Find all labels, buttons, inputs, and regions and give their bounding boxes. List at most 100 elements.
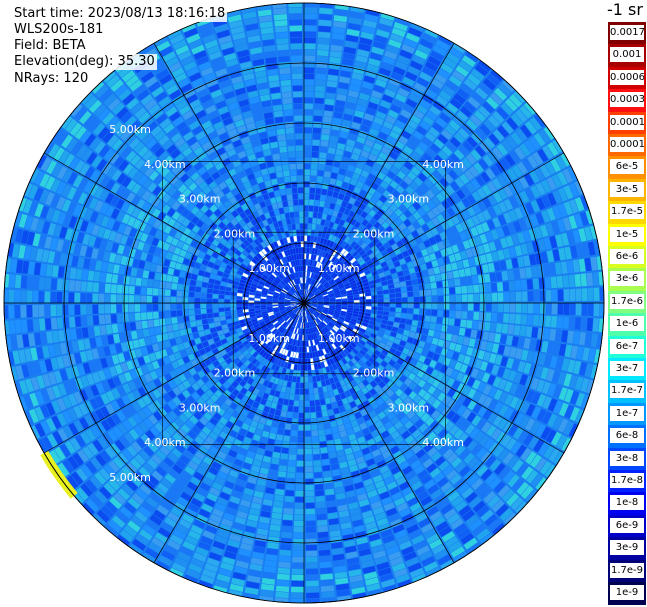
- range-gate: [415, 449, 426, 459]
- range-gate: [305, 334, 308, 341]
- range-gate: [316, 507, 327, 515]
- range-gate: [209, 343, 217, 350]
- range-gate: [350, 419, 359, 428]
- range-gate: [284, 315, 290, 321]
- range-gate: [187, 503, 200, 513]
- range-gate: [446, 410, 456, 420]
- range-gate: [555, 329, 563, 342]
- range-gate: [129, 428, 140, 440]
- range-gate: [285, 182, 291, 189]
- range-gate: [209, 487, 221, 497]
- range-gate: [122, 294, 129, 303]
- range-gate: [244, 456, 254, 465]
- range-gate: [123, 275, 130, 285]
- range-gate: [362, 322, 369, 327]
- range-gate: [233, 397, 241, 405]
- range-gate: [304, 424, 311, 431]
- range-gate: [183, 450, 194, 460]
- range-gate: [405, 557, 420, 567]
- range-gate: [73, 391, 83, 404]
- range-gate: [365, 360, 372, 368]
- range-gate: [288, 375, 293, 382]
- range-gate: [152, 304, 159, 311]
- range-gate: [289, 31, 303, 38]
- range-gate: [338, 328, 344, 334]
- range-gate: [538, 315, 546, 327]
- range-gate: [325, 325, 331, 331]
- range-gate: [196, 397, 205, 406]
- range-gate: [139, 450, 150, 461]
- range-gate: [406, 524, 420, 534]
- range-gate: [265, 338, 271, 345]
- range-gate: [314, 326, 319, 332]
- range-gate: [349, 574, 363, 583]
- range-gate: [80, 464, 93, 478]
- range-gate: [213, 585, 228, 593]
- range-gate: [347, 325, 354, 331]
- range-gate: [380, 360, 388, 368]
- range-gate: [89, 411, 100, 424]
- range-gate: [524, 418, 536, 432]
- range-gate: [332, 553, 345, 561]
- range-gate: [225, 346, 232, 353]
- range-gate: [238, 447, 248, 456]
- range-gate: [507, 324, 515, 335]
- range-gate: [285, 368, 290, 375]
- range-gate: [279, 146, 287, 153]
- range-gate: [346, 428, 354, 436]
- range-gate: [543, 328, 551, 340]
- range-gate: [146, 519, 160, 531]
- range-gate: [483, 351, 491, 362]
- range-gate: [301, 347, 304, 353]
- range-gate: [467, 400, 477, 411]
- range-gate: [316, 513, 327, 521]
- range-gate: [290, 351, 294, 358]
- range-gate: [260, 323, 266, 328]
- range-gate: [164, 311, 171, 318]
- range-gate: [186, 386, 196, 395]
- range-gate: [178, 518, 192, 529]
- range-gate: [366, 350, 374, 357]
- range-gate: [80, 375, 90, 388]
- range-gate: [379, 465, 390, 474]
- range-gate: [273, 309, 280, 313]
- range-gate: [304, 304, 307, 311]
- range-gate: [201, 393, 210, 402]
- range-gate: [300, 328, 303, 335]
- range-gate: [20, 290, 27, 303]
- range-gate: [319, 374, 325, 381]
- range-gate: [90, 425, 101, 438]
- range-gate: [381, 393, 390, 402]
- range-gate: [304, 418, 311, 425]
- range-gate: [341, 436, 349, 444]
- range-gate: [201, 319, 209, 325]
- range-gate: [304, 304, 307, 311]
- range-gate: [290, 303, 297, 306]
- range-gate: [219, 285, 226, 291]
- range-gate: [499, 508, 513, 522]
- range-gate: [177, 383, 186, 392]
- range-gate: [561, 330, 568, 343]
- range-gate: [205, 471, 216, 481]
- range-gate: [271, 421, 279, 428]
- range-gate: [24, 378, 34, 393]
- range-gate: [450, 473, 462, 485]
- range-gate: [191, 425, 201, 435]
- range-gate: [176, 297, 183, 303]
- range-gate: [482, 409, 493, 421]
- range-gate: [162, 393, 172, 403]
- range-gate: [453, 478, 466, 490]
- range-gate: [400, 313, 407, 319]
- range-gate: [111, 354, 120, 365]
- range-gate: [16, 334, 24, 349]
- range-gate: [305, 460, 313, 467]
- range-gate: [276, 38, 289, 45]
- range-gate: [237, 313, 244, 317]
- range-gate: [456, 372, 465, 382]
- range-gate: [12, 350, 21, 365]
- range-gate: [276, 44, 289, 51]
- range-gate: [462, 436, 473, 448]
- range-gate: [249, 289, 256, 293]
- range-gate: [191, 326, 198, 333]
- range-gate: [238, 414, 246, 422]
